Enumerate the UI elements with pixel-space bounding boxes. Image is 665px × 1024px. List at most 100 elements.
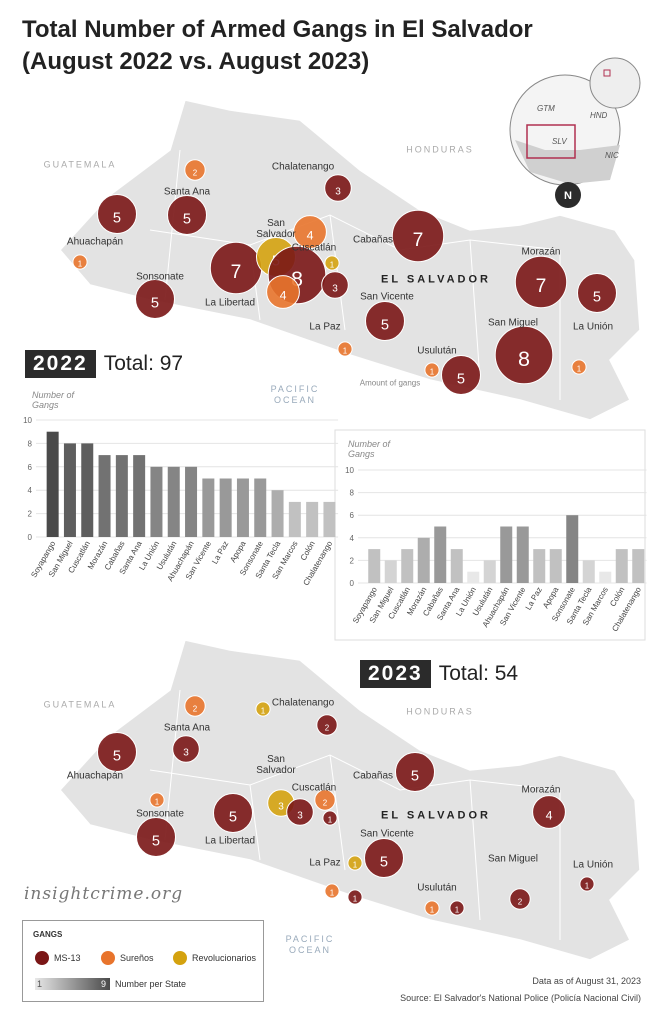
bubble-label: 4 — [280, 288, 287, 302]
gang-bubble — [213, 793, 253, 833]
bubble-label: 5 — [381, 317, 389, 333]
locator-label: SLV — [552, 137, 567, 146]
place-label: La Paz — [309, 857, 341, 869]
y-tick-label: 4 — [28, 486, 33, 495]
bar — [288, 501, 301, 537]
bubble-label: 8 — [518, 346, 530, 371]
gang-bubble — [365, 301, 405, 341]
gang-bubble — [97, 194, 137, 234]
bar — [202, 478, 215, 537]
place-label: Santa Ana — [163, 722, 211, 734]
gang-bubble — [424, 362, 440, 378]
gang-bubble — [347, 855, 363, 871]
compass — [555, 182, 581, 208]
legend: GANGS MS-13 Sureños Revolucionarios 1 9 Number… — [22, 920, 264, 1002]
y-tick-label: 0 — [350, 579, 355, 588]
gang-bubble — [337, 341, 353, 357]
bar — [98, 455, 111, 537]
total-label: Total: 97 — [103, 352, 184, 375]
gang-bubble — [286, 798, 314, 826]
bubble-label: 1 — [261, 707, 266, 716]
bubble-label: 1 — [455, 906, 460, 915]
gang-bubble — [255, 701, 271, 717]
bubble-label: 2 — [325, 724, 330, 733]
bar — [63, 443, 76, 537]
gang-bubble — [571, 359, 587, 375]
title: Total Number of Armed Gangs in El Salvad… — [22, 16, 533, 75]
bar — [450, 549, 463, 583]
globe — [589, 57, 641, 109]
bar — [150, 466, 163, 537]
bubble-label: 3 — [335, 186, 341, 197]
place-label: Cuscatlán — [291, 782, 337, 794]
legend-label: MS-13 — [54, 953, 81, 963]
place-label: Usulután — [417, 345, 457, 357]
x-tick-label: Colón — [299, 540, 317, 563]
gang-bubble — [184, 159, 206, 181]
gang-bubble — [172, 735, 200, 763]
bubble-label: 3 — [183, 747, 189, 758]
bar — [533, 549, 546, 583]
place-label: EL SALVADOR — [380, 809, 492, 822]
gang-bubble — [449, 900, 465, 916]
bar — [323, 501, 336, 537]
gang-bubble — [514, 255, 568, 309]
bubble-label: 1 — [353, 895, 358, 904]
y-tick-label: 2 — [350, 556, 355, 565]
bar — [566, 515, 579, 583]
bar — [81, 443, 94, 537]
place-label: GUATEMALA — [43, 699, 117, 710]
gang-bubble — [72, 254, 88, 270]
bubble-label: 4 — [307, 228, 314, 242]
bubble-label: 1 — [328, 816, 333, 825]
place-label: La Paz — [309, 321, 341, 333]
place-label: EL SALVADOR — [380, 273, 492, 286]
place-label: San Vicente — [360, 828, 414, 840]
banner: 2022 Total: 97 — [25, 350, 183, 378]
place-label: HONDURAS — [406, 144, 474, 155]
place-label: San Miguel — [487, 853, 539, 865]
place-label: Usulután — [417, 882, 457, 894]
gang-bubble — [364, 838, 404, 878]
gang-bubble — [322, 810, 338, 826]
bubble-label: 5 — [593, 289, 601, 305]
gang-bubble — [316, 714, 338, 736]
bubble-label: 1 — [330, 889, 335, 898]
bar — [133, 455, 146, 537]
borders — [149, 689, 561, 940]
bubble-label: 5 — [152, 833, 160, 849]
place-label: HONDURAS — [406, 706, 474, 717]
bubble-label: 5 — [113, 210, 121, 226]
bubble-label: 1 — [585, 882, 590, 891]
place-label: Cabañas — [352, 770, 394, 782]
place-label: Morazán — [521, 246, 561, 258]
bar — [368, 549, 381, 583]
place-label: La Libertad — [204, 835, 256, 847]
bar — [306, 501, 319, 537]
y-tick-label: 10 — [23, 416, 32, 425]
bar — [236, 478, 249, 537]
place-label: Santa Ana — [163, 186, 211, 198]
legend-label: Revolucionarios — [192, 953, 257, 963]
compass-label: N — [564, 190, 572, 202]
legend-swatch — [35, 951, 49, 965]
place-label: Morazán — [521, 784, 561, 796]
bar — [582, 560, 595, 583]
y-tick-label: 2 — [28, 510, 33, 519]
bubble-label: 5 — [380, 854, 388, 870]
place-label: La Unión — [572, 859, 614, 871]
gang-bubble — [97, 732, 137, 772]
gang-bubble — [167, 195, 207, 235]
bubble-label: 2 — [518, 898, 523, 907]
year-label: 2022 — [25, 350, 96, 378]
place-label: GUATEMALA — [43, 159, 117, 170]
scale-max: 9 — [101, 979, 107, 989]
gang-bubble — [391, 209, 445, 263]
place-label: PACIFIC OCEAN — [270, 384, 320, 405]
bar — [434, 526, 447, 583]
place-label: Ahuachapán — [66, 770, 124, 782]
y-tick-label: 6 — [350, 511, 355, 520]
place-label: La Libertad — [204, 297, 256, 309]
